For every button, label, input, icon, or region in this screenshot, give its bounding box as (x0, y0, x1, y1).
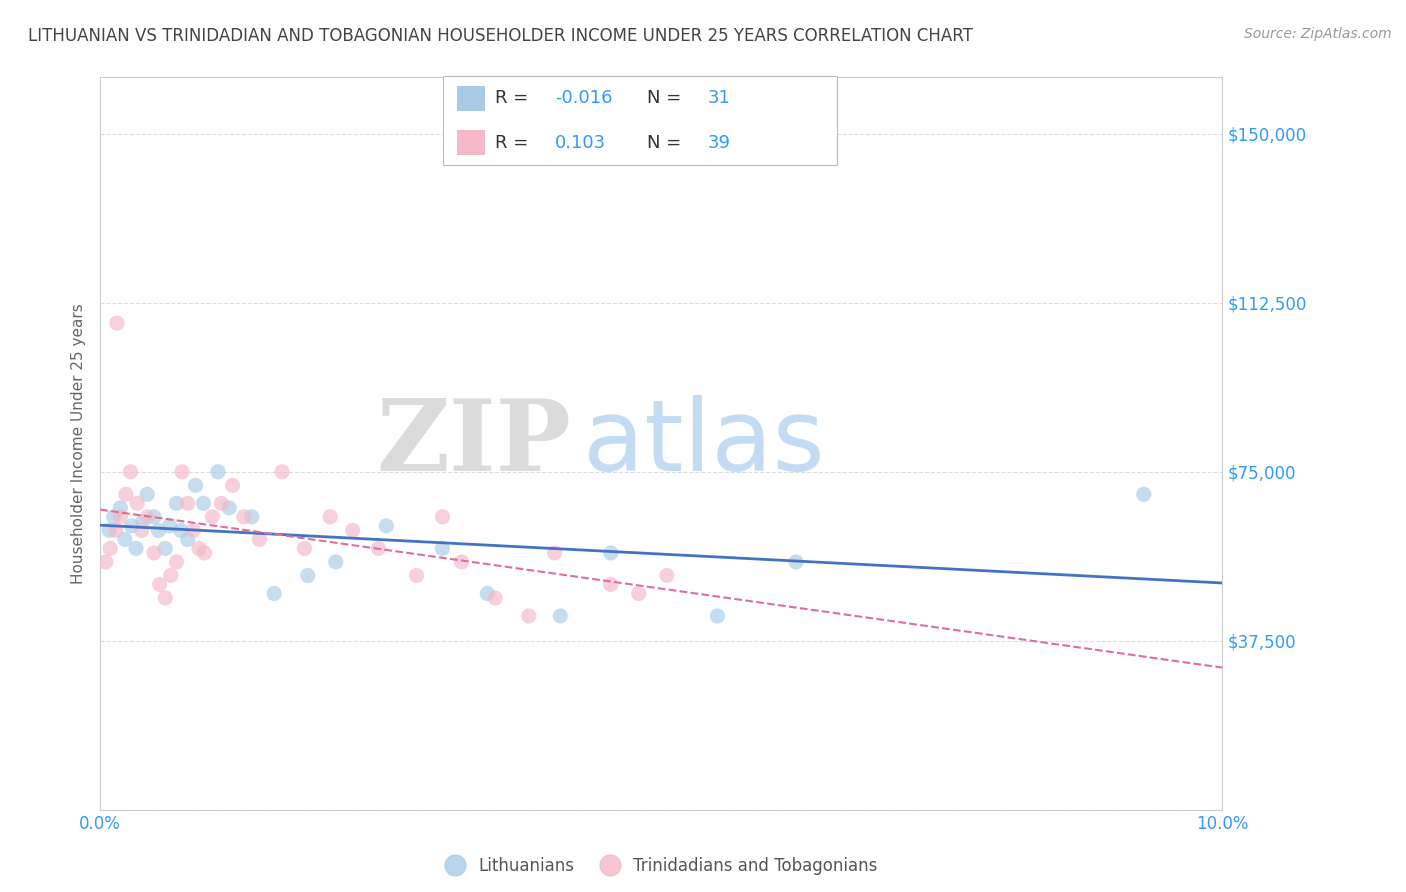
Point (148, 524, 170, 538)
Point (450, 555, 472, 569)
Point (375, 519, 398, 533)
Point (125, 541, 148, 556)
Legend: Lithuanians, Trinidadians and Tobagonians: Lithuanians, Trinidadians and Tobagonian… (439, 850, 884, 882)
Point (209, 496, 232, 510)
Point (193, 546, 215, 560)
Point (98, 524, 121, 538)
Point (187, 541, 209, 556)
Point (484, 591, 506, 605)
Point (165, 496, 187, 510)
Point (517, 609, 540, 624)
Point (103, 509, 125, 524)
Point (232, 509, 254, 524)
Point (599, 546, 621, 560)
Text: N =: N = (647, 134, 686, 152)
Y-axis label: Householder Income Under 25 years: Householder Income Under 25 years (72, 303, 86, 584)
Point (132, 514, 155, 528)
Point (548, 609, 571, 624)
Point (176, 533, 198, 547)
Text: atlas: atlas (582, 395, 824, 492)
Point (176, 496, 198, 510)
Point (207, 465, 229, 479)
Point (159, 519, 181, 533)
Point (110, 509, 132, 524)
Point (110, 500, 132, 515)
Point (160, 568, 183, 582)
Point (121, 519, 143, 533)
Point (181, 524, 204, 538)
Point (170, 465, 193, 479)
Point (477, 586, 499, 600)
Point (131, 524, 153, 538)
Point (432, 541, 454, 556)
Text: LITHUANIAN VS TRINIDADIAN AND TOBAGONIAN HOUSEHOLDER INCOME UNDER 25 YEARS CORRE: LITHUANIAN VS TRINIDADIAN AND TOBAGONIAN… (28, 27, 973, 45)
Point (263, 586, 285, 600)
Text: 31: 31 (707, 89, 730, 107)
Point (170, 524, 193, 538)
Point (785, 555, 807, 569)
Point (201, 509, 224, 524)
Point (94, 555, 117, 569)
Text: R =: R = (495, 134, 534, 152)
Point (155, 591, 177, 605)
Point (143, 509, 166, 524)
Point (149, 577, 172, 591)
Text: N =: N = (647, 89, 686, 107)
Point (297, 568, 319, 582)
Point (98, 541, 121, 556)
Point (319, 509, 342, 524)
Point (105, 316, 128, 330)
Point (271, 465, 294, 479)
Text: ZIP: ZIP (377, 395, 571, 492)
Point (136, 509, 159, 524)
Point (120, 465, 142, 479)
Point (193, 496, 215, 510)
Point (706, 609, 728, 624)
Point (240, 509, 263, 524)
Point (292, 541, 315, 556)
Point (367, 541, 389, 556)
Text: -0.016: -0.016 (555, 89, 613, 107)
Point (325, 555, 347, 569)
Text: Source: ZipAtlas.com: Source: ZipAtlas.com (1244, 27, 1392, 41)
Point (155, 541, 177, 556)
Point (184, 478, 207, 492)
Point (599, 577, 621, 591)
Text: 0.103: 0.103 (555, 134, 606, 152)
Point (165, 555, 187, 569)
Point (221, 478, 243, 492)
Point (655, 568, 678, 582)
Point (115, 487, 138, 501)
Point (342, 524, 364, 538)
Point (127, 496, 149, 510)
Point (405, 568, 427, 582)
Point (136, 487, 159, 501)
Point (249, 533, 271, 547)
Text: R =: R = (495, 89, 534, 107)
Point (218, 500, 240, 515)
Point (143, 546, 166, 560)
Point (627, 586, 650, 600)
Point (114, 533, 136, 547)
Point (104, 524, 127, 538)
Point (432, 509, 454, 524)
Point (1133, 487, 1156, 501)
Text: 39: 39 (707, 134, 730, 152)
Point (543, 546, 565, 560)
